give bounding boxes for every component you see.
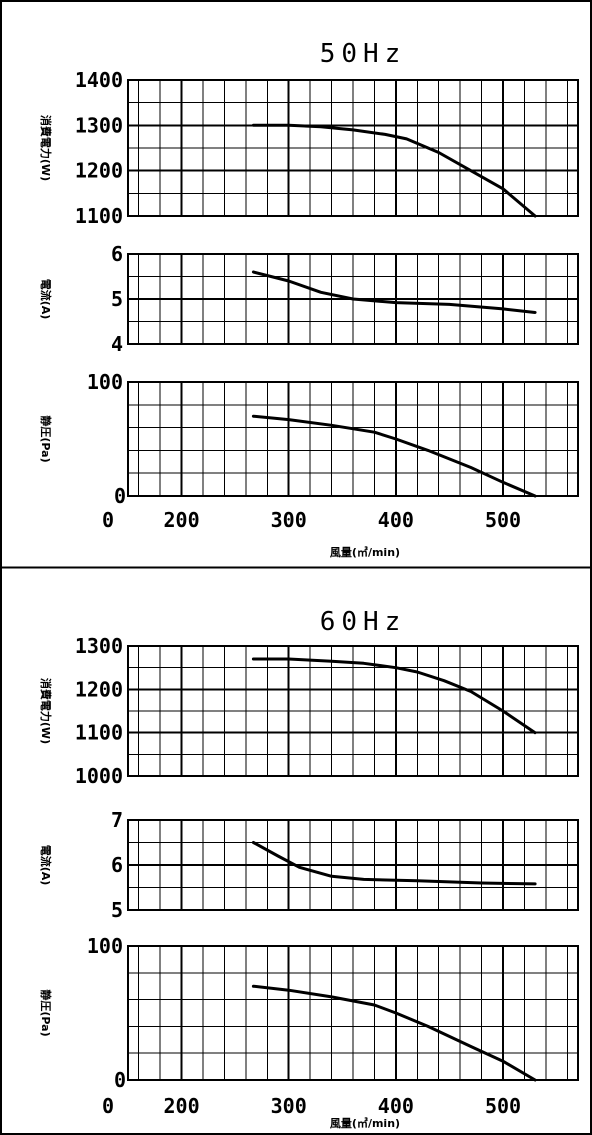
y-tick-label: 0 [114, 484, 126, 508]
panel-1: 5 6 7 電流(A) [39, 808, 579, 922]
y-tick-label: 1300 [75, 113, 123, 137]
x-tick-label: 400 [378, 1094, 414, 1118]
y-tick-label: 1300 [75, 634, 123, 658]
x-tick-label: 200 [164, 508, 200, 532]
y-axis-label: 消費電力(W) [39, 678, 53, 744]
series-line [251, 414, 537, 498]
panel-frame [127, 381, 579, 497]
panel-frame [127, 79, 579, 217]
y-tick-label: 1200 [75, 677, 123, 701]
panel-1: 4 5 6 電流(A) [39, 242, 579, 356]
panel-frame [127, 819, 579, 911]
x-axis-label: 風量(㎥/min) [330, 1116, 400, 1130]
y-tick-label: 1100 [75, 204, 123, 228]
panel-0: 1000 1100 1200 1300 消費電力(W) [39, 634, 579, 788]
y-axis-label: 静圧(Pa) [39, 415, 53, 462]
x-tick-label: 300 [271, 1094, 307, 1118]
x-tick-label: 200 [164, 1094, 200, 1118]
y-tick-label: 0 [114, 1068, 126, 1092]
y-tick-label: 100 [87, 370, 123, 394]
panel-frame [127, 645, 579, 777]
y-tick-label: 7 [111, 808, 123, 832]
y-tick-label: 6 [111, 853, 123, 877]
x-tick-label: 500 [485, 508, 521, 532]
y-tick-label: 5 [111, 898, 123, 922]
y-tick-label: 1400 [75, 68, 123, 92]
panel-2: 0 100 静圧(Pa) [39, 934, 579, 1092]
x-tick-label: 500 [485, 1094, 521, 1118]
y-axis-label: 電流(A) [39, 279, 53, 320]
x-tick-label: 300 [271, 508, 307, 532]
series-line [251, 841, 537, 886]
y-tick-label: 1100 [75, 721, 123, 745]
x-tick-label: 0 [102, 508, 114, 532]
chart-0: 50Hz 1100 1200 1300 1400 消費電力(W) 4 5 6 電流(A) 0 100 静… [39, 39, 579, 559]
y-axis-label: 電流(A) [39, 845, 53, 886]
panel-frame [127, 945, 579, 1081]
x-axis-label: 風量(㎥/min) [330, 545, 400, 559]
x-tick-label: 0 [102, 1094, 114, 1118]
panel-0: 1100 1200 1300 1400 消費電力(W) [39, 68, 579, 228]
panel-frame [127, 253, 579, 345]
y-tick-label: 5 [111, 287, 123, 311]
chart-title: 60Hz [320, 607, 407, 637]
x-tick-label: 400 [378, 508, 414, 532]
y-tick-label: 1200 [75, 159, 123, 183]
y-tick-label: 1000 [75, 764, 123, 788]
y-axis-label: 静圧(Pa) [39, 989, 53, 1036]
chart-1: 60Hz 1000 1100 1200 1300 消費電力(W) 5 6 7 電流(A) 0 100 静… [39, 607, 579, 1130]
series-line [251, 270, 537, 314]
series-line [251, 984, 537, 1082]
panel-2: 0 100 静圧(Pa) [39, 370, 579, 508]
y-tick-label: 6 [111, 242, 123, 266]
y-tick-label: 100 [87, 934, 123, 958]
chart-title: 50Hz [320, 39, 407, 69]
series-line [251, 657, 537, 735]
series-line [251, 123, 537, 218]
y-axis-label: 消費電力(W) [39, 115, 53, 181]
y-tick-label: 4 [111, 332, 123, 356]
